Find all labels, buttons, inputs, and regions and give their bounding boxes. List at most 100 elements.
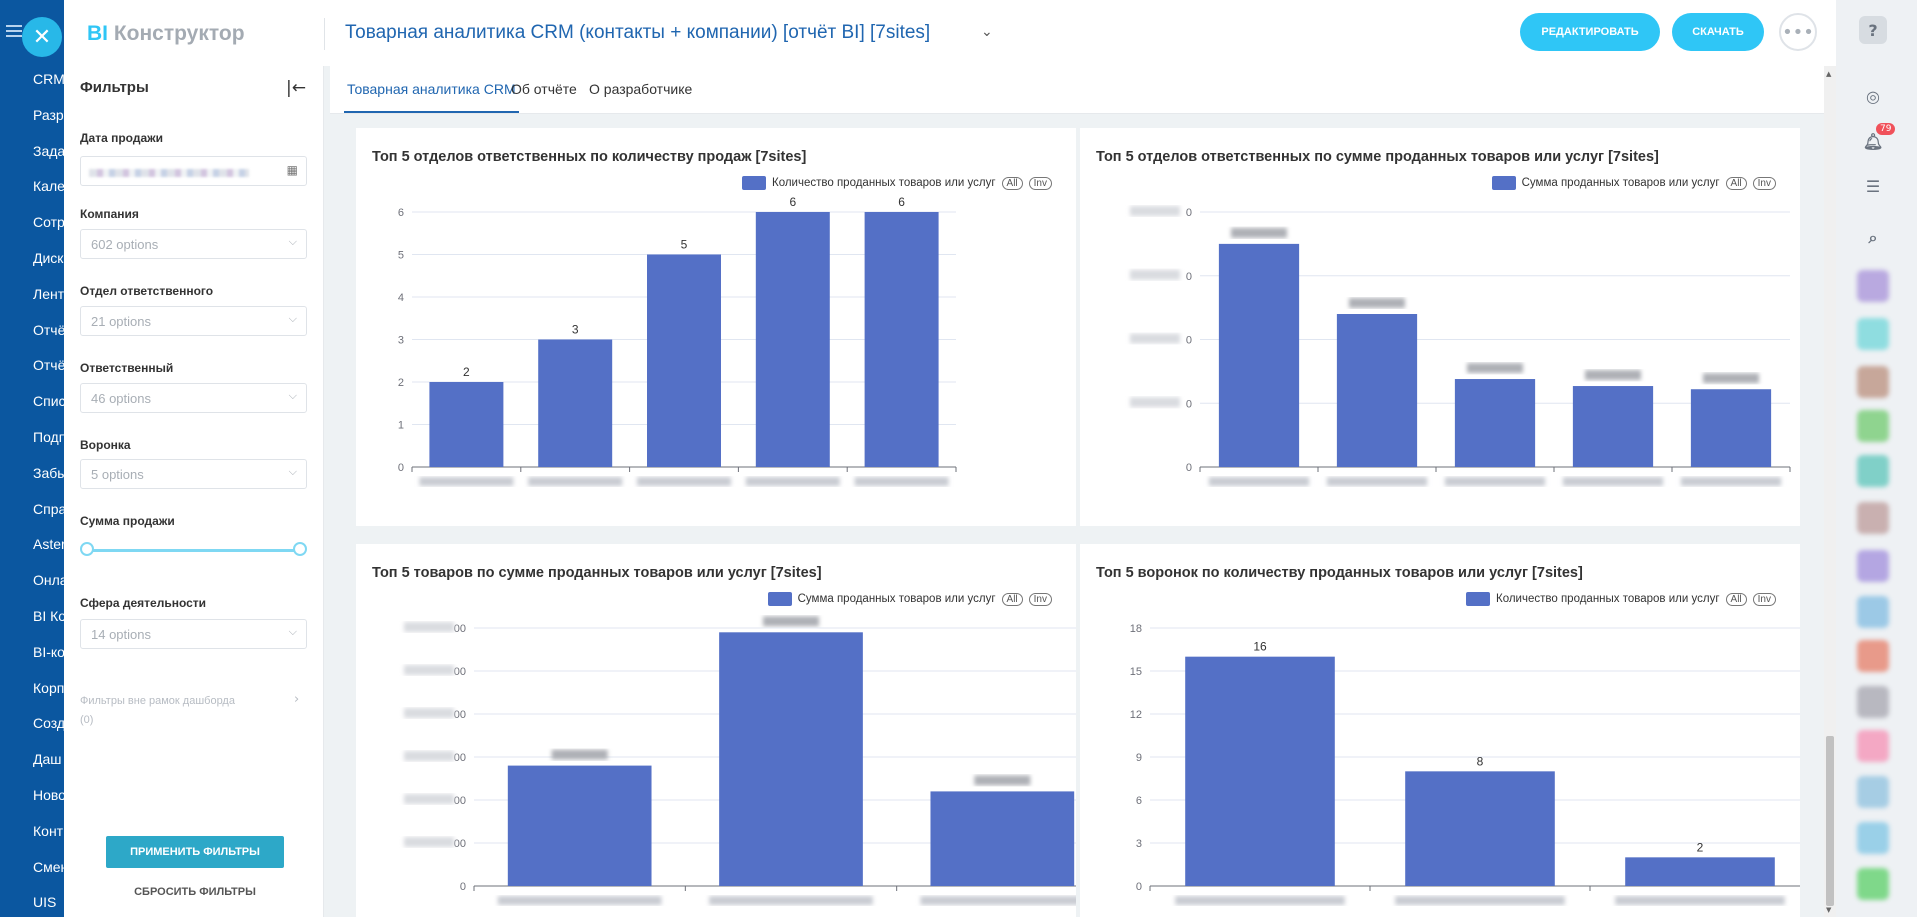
scrollbar[interactable]: ▲ ▼	[1824, 66, 1836, 917]
collapse-sidebar-icon[interactable]: |←	[286, 78, 306, 98]
legend-all-button[interactable]: All	[1725, 592, 1747, 606]
avatar[interactable]	[1857, 270, 1889, 302]
tab-about-report[interactable]: Об отчёте	[511, 81, 577, 97]
chart-bar[interactable]	[864, 212, 939, 467]
avatar[interactable]	[1857, 640, 1889, 672]
bg-nav-item[interactable]: Aster	[33, 536, 66, 553]
chart-bar[interactable]	[1690, 389, 1772, 467]
chart-bar[interactable]	[647, 254, 721, 468]
avatar[interactable]	[1857, 502, 1889, 534]
legend-inv-button[interactable]: Inv	[1752, 592, 1776, 606]
help-icon[interactable]: ?	[1859, 16, 1887, 44]
avatar[interactable]	[1857, 868, 1889, 900]
chart-bar[interactable]	[1625, 857, 1775, 886]
avatar[interactable]	[1857, 455, 1889, 487]
bg-nav-item[interactable]: Кале	[33, 178, 65, 195]
chart-legend[interactable]: Количество проданных товаров или услуг Al…	[742, 176, 1052, 190]
chart-bar[interactable]	[507, 765, 652, 886]
tab-product-analytics[interactable]: Товарная аналитика CRM	[347, 81, 516, 97]
outside-filters-link[interactable]: Фильтры вне рамок дашборда (0)	[80, 695, 235, 726]
chart-bar[interactable]	[1218, 243, 1300, 467]
date-range-input[interactable]: ▦	[80, 156, 307, 186]
bg-nav-item[interactable]: Отчё	[33, 321, 66, 338]
sum-range-min-handle[interactable]	[80, 542, 94, 556]
scroll-thumb[interactable]	[1826, 736, 1834, 906]
legend-all-button[interactable]: All	[1725, 176, 1747, 190]
funnel-select[interactable]: 5 options ⌵	[80, 459, 307, 489]
chevron-down-icon[interactable]: ⌄	[981, 24, 993, 40]
menu-burger-icon[interactable]	[6, 25, 22, 37]
chart-bar[interactable]	[429, 382, 504, 467]
chart-legend[interactable]: Количество проданных товаров или услуг Al…	[1466, 592, 1776, 606]
avatar[interactable]	[1857, 366, 1889, 398]
bg-nav-item[interactable]: Отчё	[33, 357, 66, 374]
scroll-down-icon[interactable]: ▼	[1826, 906, 1832, 914]
sphere-select[interactable]: 14 options ⌵	[80, 619, 307, 649]
sync-icon[interactable]: ◎	[1866, 86, 1880, 106]
search-icon[interactable]: ⌕	[1868, 228, 1878, 247]
legend-all-button[interactable]: All	[1001, 592, 1023, 606]
close-slider-button[interactable]: ✕	[22, 17, 62, 57]
bg-nav-item[interactable]: Лент	[33, 285, 65, 302]
chart-bar[interactable]	[1454, 379, 1536, 467]
avatar[interactable]	[1857, 730, 1889, 762]
bg-nav-item[interactable]: Забы	[33, 464, 68, 481]
sum-range-track[interactable]	[86, 549, 300, 552]
bg-nav-item[interactable]: Даш	[33, 751, 62, 768]
avatar[interactable]	[1857, 686, 1889, 718]
bg-nav-item[interactable]: BI Ко	[33, 608, 67, 624]
bg-nav-item[interactable]: Созд	[33, 715, 66, 732]
legend-all-button[interactable]: All	[1001, 176, 1023, 190]
legend-inv-button[interactable]: Inv	[1028, 176, 1052, 190]
bg-nav-item[interactable]: Корп	[33, 679, 65, 696]
chart-bar[interactable]	[755, 212, 830, 467]
bg-nav-item[interactable]: CRM	[33, 71, 65, 87]
bg-nav-item[interactable]: Сотр	[33, 214, 65, 231]
bg-nav-item[interactable]: Смен	[33, 858, 69, 875]
download-button[interactable]: СКАЧАТЬ	[1672, 13, 1764, 51]
legend-inv-button[interactable]: Inv	[1028, 592, 1052, 606]
chart-legend[interactable]: Сумма проданных товаров или услуг All Inv	[1491, 176, 1776, 190]
bg-nav-item[interactable]: Конт	[33, 822, 64, 839]
bg-nav-item[interactable]: Диск	[33, 250, 64, 266]
avatar[interactable]	[1857, 318, 1889, 350]
bg-nav-item[interactable]: Ново	[33, 787, 66, 803]
bg-nav-item[interactable]: Спис	[33, 393, 66, 410]
bg-nav-item[interactable]: Онла	[33, 572, 68, 589]
avatar[interactable]	[1857, 822, 1889, 854]
company-select[interactable]: 602 options ⌵	[80, 229, 307, 259]
chart-bar[interactable]	[538, 339, 613, 468]
edit-button[interactable]: РЕДАКТИРОВАТЬ	[1520, 13, 1660, 51]
chart-bar[interactable]	[719, 632, 863, 886]
more-options-button[interactable]: •••	[1779, 13, 1817, 51]
avatar[interactable]	[1857, 550, 1889, 582]
chart-bar[interactable]	[930, 791, 1075, 886]
avatar[interactable]	[1857, 776, 1889, 808]
chat-icon[interactable]: ☰	[1865, 176, 1881, 196]
chart-legend[interactable]: Сумма проданных товаров или услуг All Inv	[767, 592, 1052, 606]
scroll-up-icon[interactable]: ▲	[1826, 70, 1832, 78]
bell-icon[interactable]: 🔔︎	[1862, 131, 1884, 151]
bg-nav-item[interactable]: Разр	[33, 106, 64, 123]
apply-filters-button[interactable]: ПРИМЕНИТЬ ФИЛЬТРЫ	[106, 836, 284, 868]
chevron-right-icon[interactable]: ›	[294, 692, 300, 707]
sum-range-max-handle[interactable]	[293, 542, 307, 556]
chart-bar[interactable]	[1336, 314, 1418, 467]
calendar-icon[interactable]: ▦	[286, 163, 298, 177]
reset-filters-button[interactable]: СБРОСИТЬ ФИЛЬТРЫ	[134, 886, 256, 898]
legend-inv-button[interactable]: Inv	[1752, 176, 1776, 190]
avatar[interactable]	[1857, 410, 1889, 442]
chart-bar[interactable]	[1185, 656, 1335, 886]
bg-nav-item[interactable]: Спра	[33, 500, 67, 517]
bg-nav-item[interactable]: BI-ко	[33, 643, 65, 660]
bg-nav-item[interactable]: Подп	[33, 429, 67, 445]
bg-nav-item[interactable]: Зада	[33, 142, 66, 159]
bg-nav-item[interactable]: UIS	[33, 894, 57, 911]
tab-about-developer[interactable]: О разработчике	[589, 81, 693, 97]
chart-bar[interactable]	[1572, 386, 1654, 467]
avatar[interactable]	[1857, 596, 1889, 628]
chart-card: Топ 5 воронок по количеству проданных то…	[1080, 544, 1800, 917]
dept-select[interactable]: 21 options ⌵	[80, 306, 307, 336]
responsible-select[interactable]: 46 options ⌵	[80, 383, 307, 413]
chart-bar[interactable]	[1405, 771, 1555, 886]
